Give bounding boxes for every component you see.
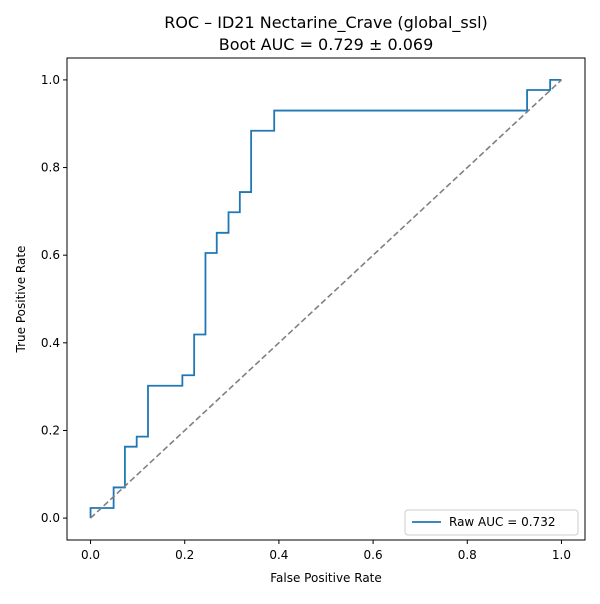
chance-diagonal-line (90, 79, 562, 519)
curves-layer (89, 79, 562, 519)
legend-box (404, 509, 579, 536)
x-tick-label: 1.0 (552, 548, 571, 562)
y-tick-label: 0.2 (41, 423, 60, 437)
x-tick-label: 0.2 (175, 548, 194, 562)
y-tick-label: 0.8 (41, 161, 60, 175)
y-tick-label: 1.0 (41, 73, 60, 87)
x-axis-label: False Positive Rate (270, 571, 382, 585)
legend-label-raw-auc: Raw AUC = 0.732 (449, 515, 555, 529)
y-tick-label: 0.4 (41, 336, 60, 350)
plot-frame (66, 57, 586, 541)
y-axis-label: True Positive Rate (14, 246, 28, 354)
y-tick-label: 0.0 (41, 511, 60, 525)
roc-curve-line (89, 79, 562, 519)
x-tick-label: 0.4 (269, 548, 288, 562)
y-tick-label: 0.6 (41, 248, 60, 262)
x-tick-label: 0.8 (458, 548, 477, 562)
chart-title: ROC – ID21 Nectarine_Crave (global_ssl) (164, 13, 488, 33)
x-tick-label: 0.6 (364, 548, 383, 562)
chart-subtitle: Boot AUC = 0.729 ± 0.069 (219, 35, 434, 54)
ticks-layer: 0.0 0.2 0.4 0.6 0.8 1.0 0.0 0.2 0.4 0.6 0.8 1.0 (41, 73, 571, 562)
legend: Raw AUC = 0.732 (404, 509, 579, 536)
x-tick-label: 0.0 (81, 548, 100, 562)
